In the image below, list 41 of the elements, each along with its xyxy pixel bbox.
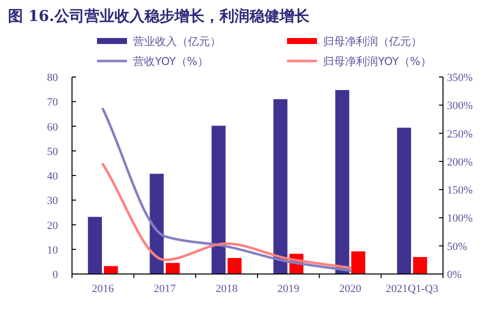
bar <box>413 257 428 274</box>
x-tick-label: 2016 <box>92 283 114 295</box>
y2-tick-label: 100% <box>447 212 473 225</box>
x-tick-label: 2017 <box>154 283 176 295</box>
bar <box>397 128 412 274</box>
bar <box>273 99 288 274</box>
bar <box>335 90 350 274</box>
bar <box>88 216 102 274</box>
y2-tick-label: 350% <box>447 72 473 84</box>
x-tick-label: 2019 <box>277 283 300 295</box>
bar <box>104 266 118 274</box>
y-tick-label: 30 <box>47 195 58 208</box>
bar <box>228 258 242 274</box>
line-series <box>102 162 352 270</box>
y2-tick-label: 50% <box>447 240 468 253</box>
x-tick-label: 2020 <box>339 283 362 295</box>
y-tick-label: 70 <box>47 96 58 109</box>
y-tick-label: 20 <box>47 220 58 232</box>
x-tick-label: 2018 <box>216 283 238 295</box>
y-tick-label: 40 <box>47 170 58 182</box>
legend-label: 归母净利润YOY（%） <box>323 55 432 68</box>
legend-label: 归母净利润（亿元） <box>323 35 422 48</box>
legend-label: 营收YOY（%） <box>133 55 208 68</box>
y2-tick-label: 200% <box>447 156 473 168</box>
y-tick-label: 10 <box>47 244 58 256</box>
x-tick-label: 2021Q1-Q3 <box>386 283 439 295</box>
chart-title: 图 16.公司营业收入稳步增长，利润稳健增长 <box>8 7 310 25</box>
y2-tick-label: 250% <box>447 128 473 140</box>
bar <box>351 251 366 274</box>
line-series <box>102 108 352 272</box>
bar <box>212 126 226 274</box>
y-tick-label: 0 <box>52 269 58 281</box>
y2-tick-label: 300% <box>447 100 473 112</box>
bar <box>166 262 180 274</box>
y2-tick-label: 0% <box>447 269 462 281</box>
legend-label: 营业收入（亿元） <box>133 35 221 48</box>
y-tick-label: 60 <box>47 121 58 134</box>
y-tick-label: 80 <box>47 72 58 84</box>
y2-tick-label: 150% <box>447 184 473 197</box>
y-tick-label: 50 <box>47 146 58 158</box>
bar <box>150 174 164 274</box>
